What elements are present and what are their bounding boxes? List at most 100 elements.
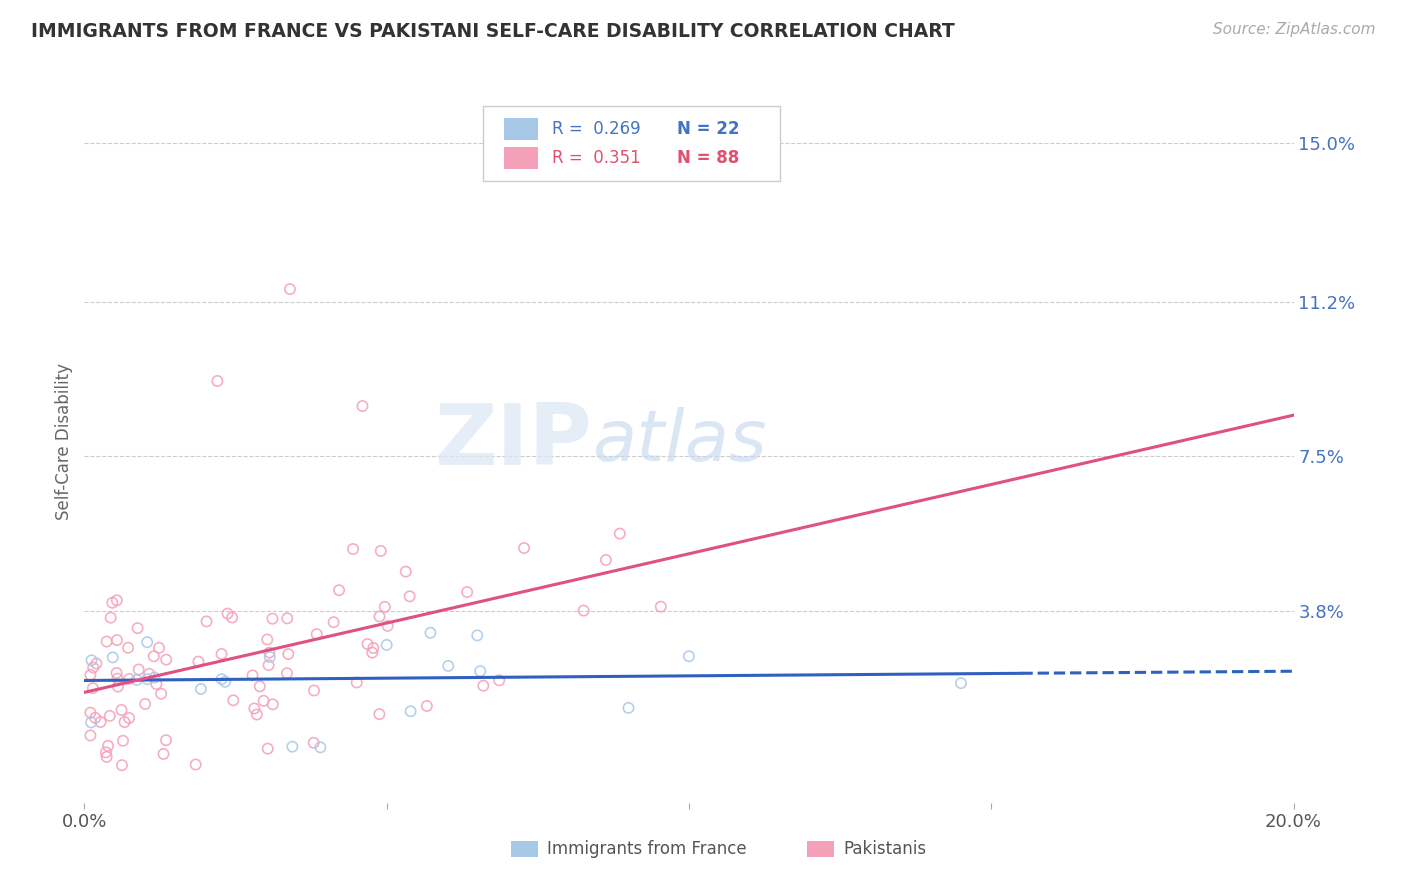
Point [195, 615, 218, 629]
FancyBboxPatch shape [503, 118, 538, 139]
Point [322, 615, 344, 629]
FancyBboxPatch shape [484, 105, 780, 181]
FancyBboxPatch shape [503, 147, 538, 169]
Point [256, 741, 278, 756]
Point [94, 745, 117, 759]
Point [82, 681, 104, 695]
Point [609, 526, 631, 541]
Point [217, 607, 239, 621]
Point [101, 596, 124, 610]
Point [456, 585, 478, 599]
Point [150, 687, 173, 701]
Point [342, 541, 364, 556]
Point [90, 714, 112, 729]
Point [467, 628, 489, 642]
Point [100, 610, 122, 624]
Point [117, 640, 139, 655]
Point [211, 672, 233, 686]
Point [276, 666, 298, 681]
Point [86, 657, 108, 671]
Point [111, 758, 134, 772]
Point [105, 633, 128, 648]
Point [98, 709, 121, 723]
Point [190, 681, 212, 696]
Point [363, 640, 385, 655]
Point [678, 649, 700, 664]
Point [148, 640, 170, 655]
Point [259, 650, 281, 665]
Point [398, 590, 420, 604]
Point [221, 610, 243, 624]
Point [256, 632, 278, 647]
Point [82, 660, 104, 674]
Point [262, 698, 284, 712]
Point [302, 736, 325, 750]
Point [277, 647, 299, 661]
Point [368, 609, 391, 624]
Point [246, 707, 269, 722]
Point [370, 544, 392, 558]
Point [125, 673, 148, 687]
Point [257, 658, 280, 673]
Point [416, 698, 439, 713]
Point [145, 677, 167, 691]
Text: Pakistanis: Pakistanis [844, 840, 927, 858]
Point [470, 664, 492, 678]
Point [118, 672, 141, 686]
Point [950, 676, 973, 690]
Point [96, 750, 118, 764]
Point [374, 599, 396, 614]
Point [309, 740, 332, 755]
Point [356, 637, 378, 651]
Text: IMMIGRANTS FROM FRANCE VS PAKISTANI SELF-CARE DISABILITY CORRELATION CHART: IMMIGRANTS FROM FRANCE VS PAKISTANI SELF… [31, 22, 955, 41]
Point [437, 659, 460, 673]
Point [127, 621, 149, 635]
FancyBboxPatch shape [512, 841, 538, 857]
Point [107, 672, 129, 686]
Point [155, 653, 177, 667]
Point [572, 604, 595, 618]
Point [249, 680, 271, 694]
Point [375, 638, 398, 652]
Point [243, 701, 266, 715]
Point [262, 612, 284, 626]
Point [184, 757, 207, 772]
Point [107, 680, 129, 694]
Point [110, 703, 132, 717]
Point [222, 693, 245, 707]
Point [328, 583, 350, 598]
Point [79, 706, 101, 720]
FancyBboxPatch shape [807, 841, 834, 857]
Point [368, 707, 391, 722]
Point [105, 665, 128, 680]
Point [80, 653, 103, 667]
Point [361, 646, 384, 660]
Point [207, 374, 229, 388]
Point [105, 593, 128, 607]
Text: N = 22: N = 22 [676, 120, 740, 137]
Point [114, 714, 136, 729]
Point [79, 728, 101, 742]
Point [79, 668, 101, 682]
Point [138, 666, 160, 681]
Text: atlas: atlas [592, 407, 766, 476]
Point [419, 625, 441, 640]
Text: N = 88: N = 88 [676, 149, 740, 168]
Point [513, 541, 536, 555]
Point [617, 701, 640, 715]
Point [211, 647, 233, 661]
Text: Immigrants from France: Immigrants from France [547, 840, 747, 858]
Point [118, 711, 141, 725]
Point [305, 627, 328, 641]
Point [128, 663, 150, 677]
Point [84, 711, 107, 725]
Point [395, 565, 418, 579]
Point [80, 715, 103, 730]
Point [259, 646, 281, 660]
Point [143, 671, 166, 685]
Point [377, 619, 399, 633]
Point [187, 655, 209, 669]
Point [346, 675, 368, 690]
Point [136, 672, 159, 686]
Point [136, 635, 159, 649]
